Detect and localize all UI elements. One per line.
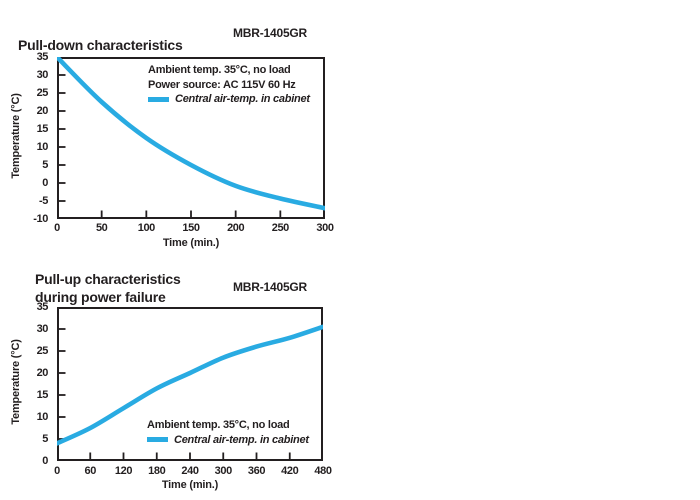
y-tick-label: 25 bbox=[36, 345, 49, 357]
legend: Central air-temp. in cabinet bbox=[147, 433, 309, 448]
y-axis-tick-labels: 35 30 25 20 15 10 5 0 bbox=[0, 301, 52, 467]
y-tick-label: 5 bbox=[42, 433, 48, 445]
x-tick-label: 0 bbox=[54, 465, 60, 477]
x-tick-label: 240 bbox=[181, 465, 199, 477]
y-tick-label: 0 bbox=[42, 177, 48, 189]
legend: Central air-temp. in cabinet bbox=[148, 92, 310, 107]
y-tick-label: -5 bbox=[39, 195, 48, 207]
annotation-line: Ambient temp. 35°C, no load bbox=[147, 419, 290, 431]
y-tick-label: 10 bbox=[36, 411, 49, 423]
x-tick-label: 250 bbox=[271, 222, 290, 234]
x-axis-tick-labels: 0 60 120 180 240 300 360 420 480 bbox=[54, 465, 332, 479]
x-tick-label: 120 bbox=[114, 465, 133, 477]
y-tick-label: 5 bbox=[42, 159, 48, 171]
y-axis-tick-labels: 35 30 25 20 15 10 5 0 -5 -10 bbox=[0, 51, 52, 225]
legend-line-swatch bbox=[147, 437, 168, 443]
x-tick-label: 100 bbox=[137, 222, 156, 234]
y-tick-label: 15 bbox=[36, 389, 49, 401]
annotation-block: Ambient temp. 35°C, no load Power source… bbox=[148, 63, 310, 107]
x-axis-title: Time (min.) bbox=[161, 479, 219, 491]
y-tick-label: 20 bbox=[36, 367, 49, 379]
y-tick-label: 35 bbox=[36, 301, 49, 313]
y-tick-label: 15 bbox=[36, 123, 49, 135]
y-tick-label: 25 bbox=[36, 87, 49, 99]
x-tick-label: 50 bbox=[95, 222, 108, 234]
legend-line-swatch bbox=[148, 96, 169, 102]
model-number-label: MBR-1405GR bbox=[233, 26, 308, 40]
x-axis-title: Time (min.) bbox=[162, 237, 220, 249]
y-tick-label: 20 bbox=[36, 105, 49, 117]
x-tick-label: 180 bbox=[148, 465, 166, 477]
x-tick-label: 480 bbox=[314, 465, 332, 477]
x-tick-label: 360 bbox=[247, 465, 266, 477]
x-tick-label: 0 bbox=[54, 222, 60, 234]
y-tick-label: -10 bbox=[33, 213, 48, 225]
x-tick-label: 420 bbox=[281, 465, 299, 477]
x-tick-label: 200 bbox=[227, 222, 245, 234]
chart-title: Pull-up characteristics during power fai… bbox=[35, 270, 181, 305]
y-tick-label: 30 bbox=[36, 69, 49, 81]
legend-label: Central air-temp. in cabinet bbox=[174, 433, 309, 446]
annotation-line: Ambient temp. 35°C, no load bbox=[148, 64, 291, 76]
y-tick-label: 0 bbox=[42, 455, 48, 467]
x-tick-label: 300 bbox=[214, 465, 233, 477]
x-axis-tick-labels: 0 50 100 150 200 250 300 bbox=[54, 222, 334, 236]
plot-area bbox=[57, 307, 323, 461]
annotation-line: Power source: AC 115V 60 Hz bbox=[148, 78, 296, 91]
x-tick-label: 300 bbox=[316, 222, 334, 234]
model-number-label: MBR-1405GR bbox=[233, 280, 308, 294]
plot-area bbox=[57, 57, 325, 219]
annotation-block: Ambient temp. 35°C, no load Central air-… bbox=[147, 418, 309, 447]
y-tick-label: 10 bbox=[36, 141, 49, 153]
x-tick-label: 150 bbox=[182, 222, 200, 234]
legend-label: Central air-temp. in cabinet bbox=[175, 93, 310, 105]
y-tick-label: 30 bbox=[36, 323, 49, 335]
y-tick-label: 35 bbox=[36, 51, 49, 63]
x-tick-label: 60 bbox=[84, 465, 97, 477]
chart-title: Pull-down characteristics bbox=[18, 36, 183, 53]
